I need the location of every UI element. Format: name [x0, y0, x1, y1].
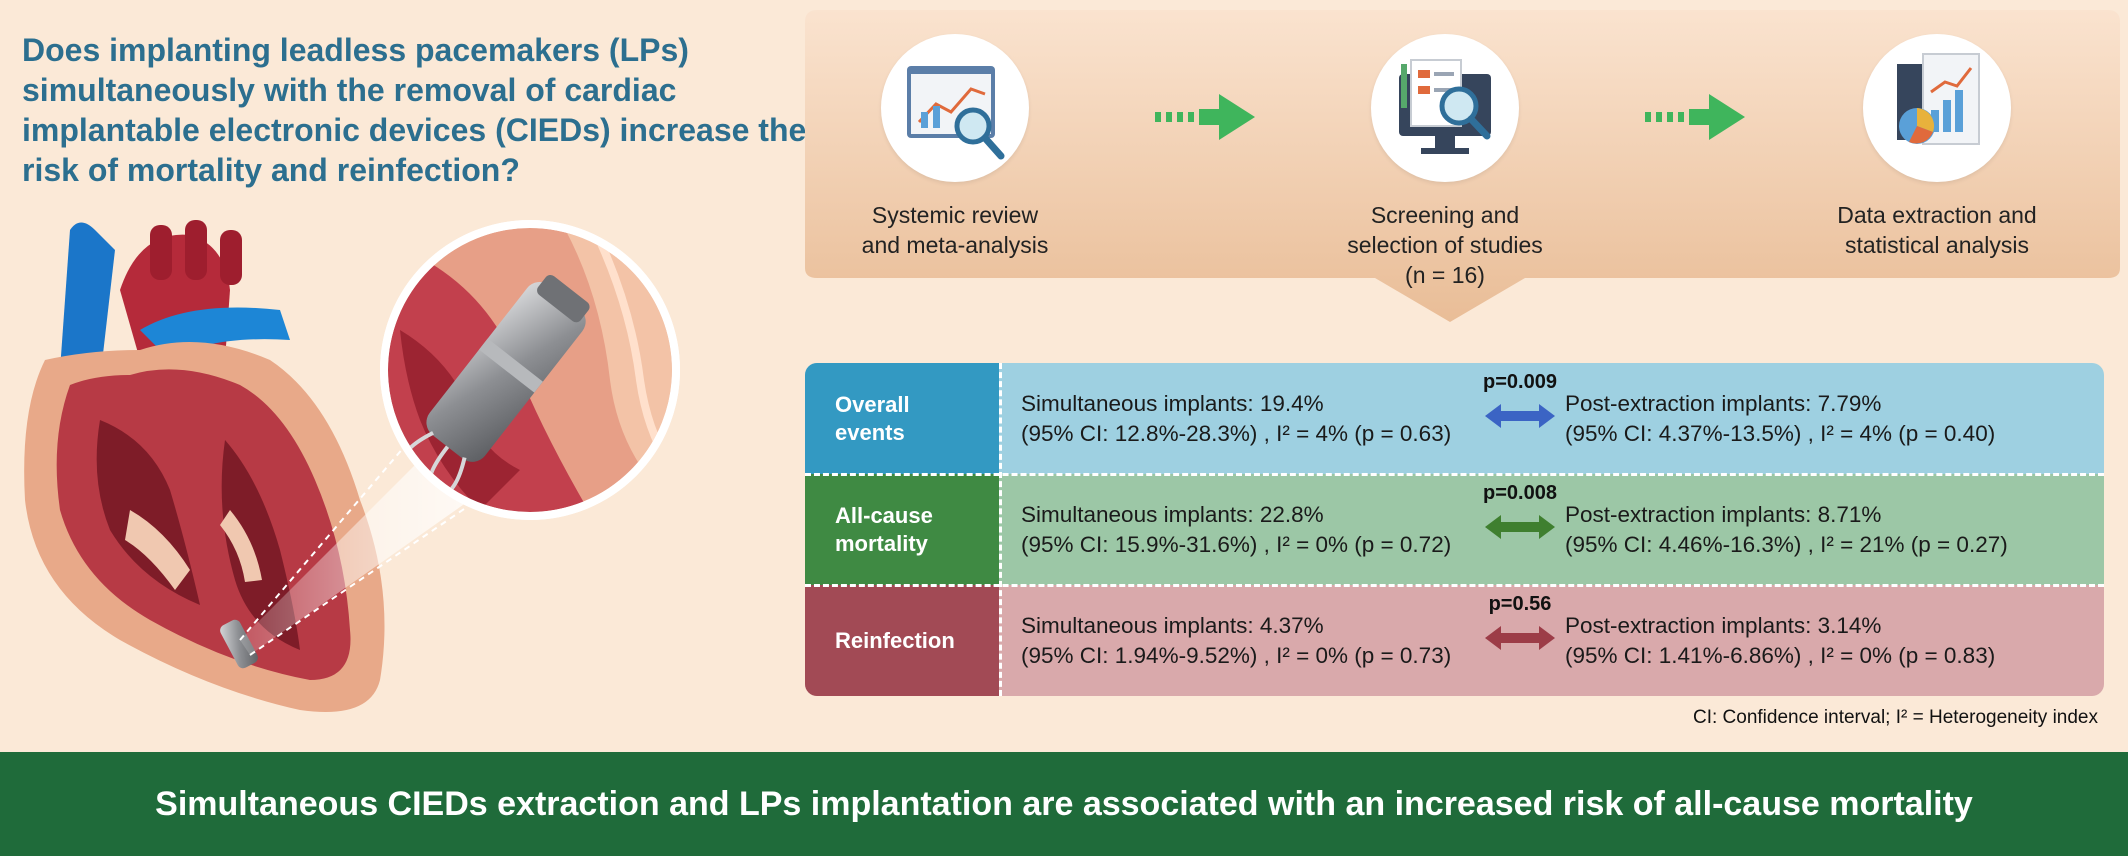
double-arrow-icon	[1485, 626, 1555, 650]
double-arrow-icon	[1485, 515, 1555, 539]
workflow-step-label: Data extraction and statistical analysis	[1837, 202, 2037, 258]
simultaneous-result: Simultaneous implants: 19.4% (95% CI: 12…	[1021, 389, 1451, 449]
post-extraction-ci: (95% CI: 4.37%-13.5%) , I² = 4% (p = 0.4…	[1565, 421, 1996, 446]
workflow-step-screening: Screening and selection of studies (n = …	[1295, 34, 1595, 290]
simultaneous-result: Simultaneous implants: 4.37% (95% CI: 1.…	[1021, 611, 1451, 671]
column-divider	[999, 363, 1002, 696]
workflow-arrow-icon	[1645, 94, 1745, 140]
footnote: CI: Confidence interval; I² = Heterogene…	[1692, 707, 2098, 728]
post-extraction-result: Post-extraction implants: 7.79% (95% CI:…	[1565, 389, 1995, 449]
result-row-all-cause-mortality: All-cause mortality Simultaneous implant…	[805, 474, 2104, 585]
workflow-panel: Systemic review and meta-analysis	[805, 10, 2120, 325]
post-extraction-rate: Post-extraction implants: 7.79%	[1565, 391, 1882, 416]
research-question: Does implanting leadless pacemakers (LPs…	[22, 32, 807, 188]
category-label: Reinfection	[805, 585, 999, 696]
workflow-step-label: Systemic review and meta-analysis	[861, 202, 1049, 258]
post-extraction-rate: Post-extraction implants: 3.14%	[1565, 613, 1882, 638]
document-search-icon	[1371, 34, 1519, 182]
category-label: All-cause mortality	[805, 474, 999, 585]
p-value: p=0.56	[1488, 593, 1552, 615]
double-arrow-icon	[1485, 404, 1555, 428]
post-extraction-ci: (95% CI: 1.41%-6.86%) , I² = 0% (p = 0.8…	[1565, 643, 1996, 668]
heart-illustration	[24, 220, 680, 712]
simultaneous-rate: Simultaneous implants: 19.4%	[1021, 391, 1324, 416]
chart-magnifier-icon	[881, 34, 1029, 182]
workflow-arrow-icon	[1155, 94, 1255, 140]
conclusion-banner: Simultaneous CIEDs extraction and LPs im…	[0, 752, 2128, 856]
simultaneous-rate: Simultaneous implants: 22.8%	[1021, 502, 1324, 527]
p-value: p=0.009	[1483, 371, 1557, 393]
result-row-reinfection: Reinfection Simultaneous implants: 4.37%…	[805, 585, 2104, 696]
result-row-overall-events: Overall events Simultaneous implants: 19…	[805, 363, 2104, 474]
workflow-step-label: Screening and selection of studies (n = …	[1347, 202, 1543, 288]
post-extraction-result: Post-extraction implants: 8.71% (95% CI:…	[1565, 500, 2008, 560]
report-chart-icon	[1863, 34, 2011, 182]
simultaneous-ci: (95% CI: 15.9%-31.6%) , I² = 0% (p = 0.7…	[1021, 532, 1452, 557]
workflow-step-review: Systemic review and meta-analysis	[805, 34, 1105, 260]
workflow-step-extraction: Data extraction and statistical analysis	[1787, 34, 2087, 260]
conclusion-text: Simultaneous CIEDs extraction and LPs im…	[155, 784, 1973, 823]
simultaneous-ci: (95% CI: 12.8%-28.3%) , I² = 4% (p = 0.6…	[1021, 421, 1452, 446]
post-extraction-rate: Post-extraction implants: 8.71%	[1565, 502, 1882, 527]
results-table: Overall events Simultaneous implants: 19…	[805, 363, 2104, 696]
p-value: p=0.008	[1483, 482, 1557, 504]
row-divider	[805, 584, 2104, 587]
simultaneous-result: Simultaneous implants: 22.8% (95% CI: 15…	[1021, 500, 1451, 560]
simultaneous-rate: Simultaneous implants: 4.37%	[1021, 613, 1324, 638]
simultaneous-ci: (95% CI: 1.94%-9.52%) , I² = 0% (p = 0.7…	[1021, 643, 1452, 668]
post-extraction-result: Post-extraction implants: 3.14% (95% CI:…	[1565, 611, 1995, 671]
post-extraction-ci: (95% CI: 4.46%-16.3%) , I² = 21% (p = 0.…	[1565, 532, 2008, 557]
category-label: Overall events	[805, 363, 999, 474]
row-divider	[805, 473, 2104, 476]
